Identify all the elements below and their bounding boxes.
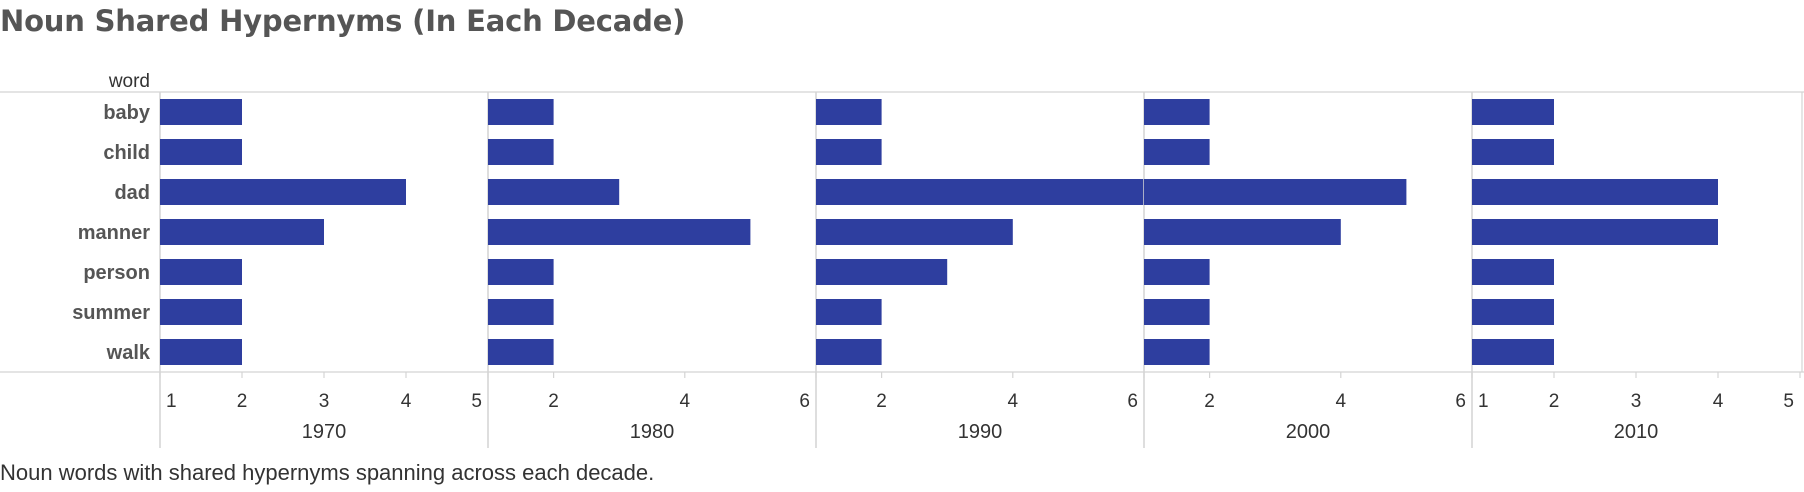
- bar-1990-summer: [816, 299, 882, 325]
- bar-1970-person: [160, 259, 242, 285]
- bar-1980-walk: [488, 339, 554, 365]
- tick-label-2000-4: 4: [1336, 391, 1347, 412]
- bar-1990-person: [816, 259, 948, 285]
- tick-label-1970-4: 4: [401, 391, 412, 412]
- row-label-person: person: [83, 262, 150, 284]
- bar-1970-summer: [160, 299, 242, 325]
- panel-label-1980: 1980: [630, 421, 675, 443]
- tick-label-2000-2: 2: [1204, 391, 1215, 412]
- row-label-baby: baby: [103, 102, 151, 124]
- bar-2010-manner: [1472, 219, 1718, 245]
- bar-1990-walk: [816, 339, 882, 365]
- tick-label-1970-3: 3: [319, 391, 330, 412]
- tick-label-2010-3: 3: [1631, 391, 1642, 412]
- tick-label-1970-1: 1: [166, 391, 177, 412]
- bar-1980-person: [488, 259, 554, 285]
- panel-label-1990: 1990: [958, 421, 1003, 443]
- tick-label-2010-4: 4: [1713, 391, 1724, 412]
- tick-label-1980-4: 4: [680, 391, 691, 412]
- bar-2010-summer: [1472, 299, 1554, 325]
- tick-label-1980-2: 2: [548, 391, 559, 412]
- tick-label-1970-5: 5: [471, 391, 482, 412]
- bar-1980-child: [488, 139, 554, 165]
- chart-title: Noun Shared Hypernyms (In Each Decade): [0, 4, 686, 38]
- row-label-walk: walk: [106, 342, 151, 364]
- tick-label-2010-1: 1: [1478, 391, 1489, 412]
- row-label-dad: dad: [114, 182, 150, 204]
- bar-2000-baby: [1144, 99, 1210, 125]
- row-label-child: child: [103, 142, 150, 164]
- bar-1970-baby: [160, 99, 242, 125]
- tick-label-1990-2: 2: [876, 391, 887, 412]
- bar-2000-child: [1144, 139, 1210, 165]
- bar-1970-child: [160, 139, 242, 165]
- panel-label-1970: 1970: [302, 421, 347, 443]
- tick-label-1970-2: 2: [237, 391, 248, 412]
- bar-2010-person: [1472, 259, 1554, 285]
- tick-label-2010-5: 5: [1783, 391, 1794, 412]
- row-label-manner: manner: [78, 222, 150, 244]
- bar-1980-summer: [488, 299, 554, 325]
- bar-1970-walk: [160, 339, 242, 365]
- tick-label-2000-6: 6: [1455, 391, 1466, 412]
- bar-2010-walk: [1472, 339, 1554, 365]
- bar-1970-manner: [160, 219, 324, 245]
- bar-1990-dad: [816, 179, 1144, 205]
- faceted-bar-chart: word baby child dad manner person summer walk 1 2…: [0, 71, 1804, 448]
- bar-1980-manner: [488, 219, 751, 245]
- bar-1990-child: [816, 139, 882, 165]
- bar-2010-baby: [1472, 99, 1554, 125]
- bar-1980-dad: [488, 179, 620, 205]
- panel-label-2010: 2010: [1614, 421, 1659, 443]
- bar-2000-dad: [1144, 179, 1407, 205]
- panel-label-2000: 2000: [1286, 421, 1331, 443]
- tick-label-2010-2: 2: [1549, 391, 1560, 412]
- bar-1990-manner: [816, 219, 1013, 245]
- tick-label-1990-6: 6: [1127, 391, 1138, 412]
- bar-1990-baby: [816, 99, 882, 125]
- bar-2000-summer: [1144, 299, 1210, 325]
- bar-2000-manner: [1144, 219, 1341, 245]
- bar-2010-dad: [1472, 179, 1718, 205]
- chart-caption: Noun words with shared hypernyms spannin…: [0, 460, 655, 485]
- bar-1970-dad: [160, 179, 406, 205]
- tick-label-1990-4: 4: [1008, 391, 1019, 412]
- tick-label-1980-6: 6: [799, 391, 810, 412]
- bar-2000-walk: [1144, 339, 1210, 365]
- row-header-word: word: [108, 71, 150, 92]
- bar-2000-person: [1144, 259, 1210, 285]
- bar-2010-child: [1472, 139, 1554, 165]
- row-label-summer: summer: [72, 302, 150, 324]
- bar-1980-baby: [488, 99, 554, 125]
